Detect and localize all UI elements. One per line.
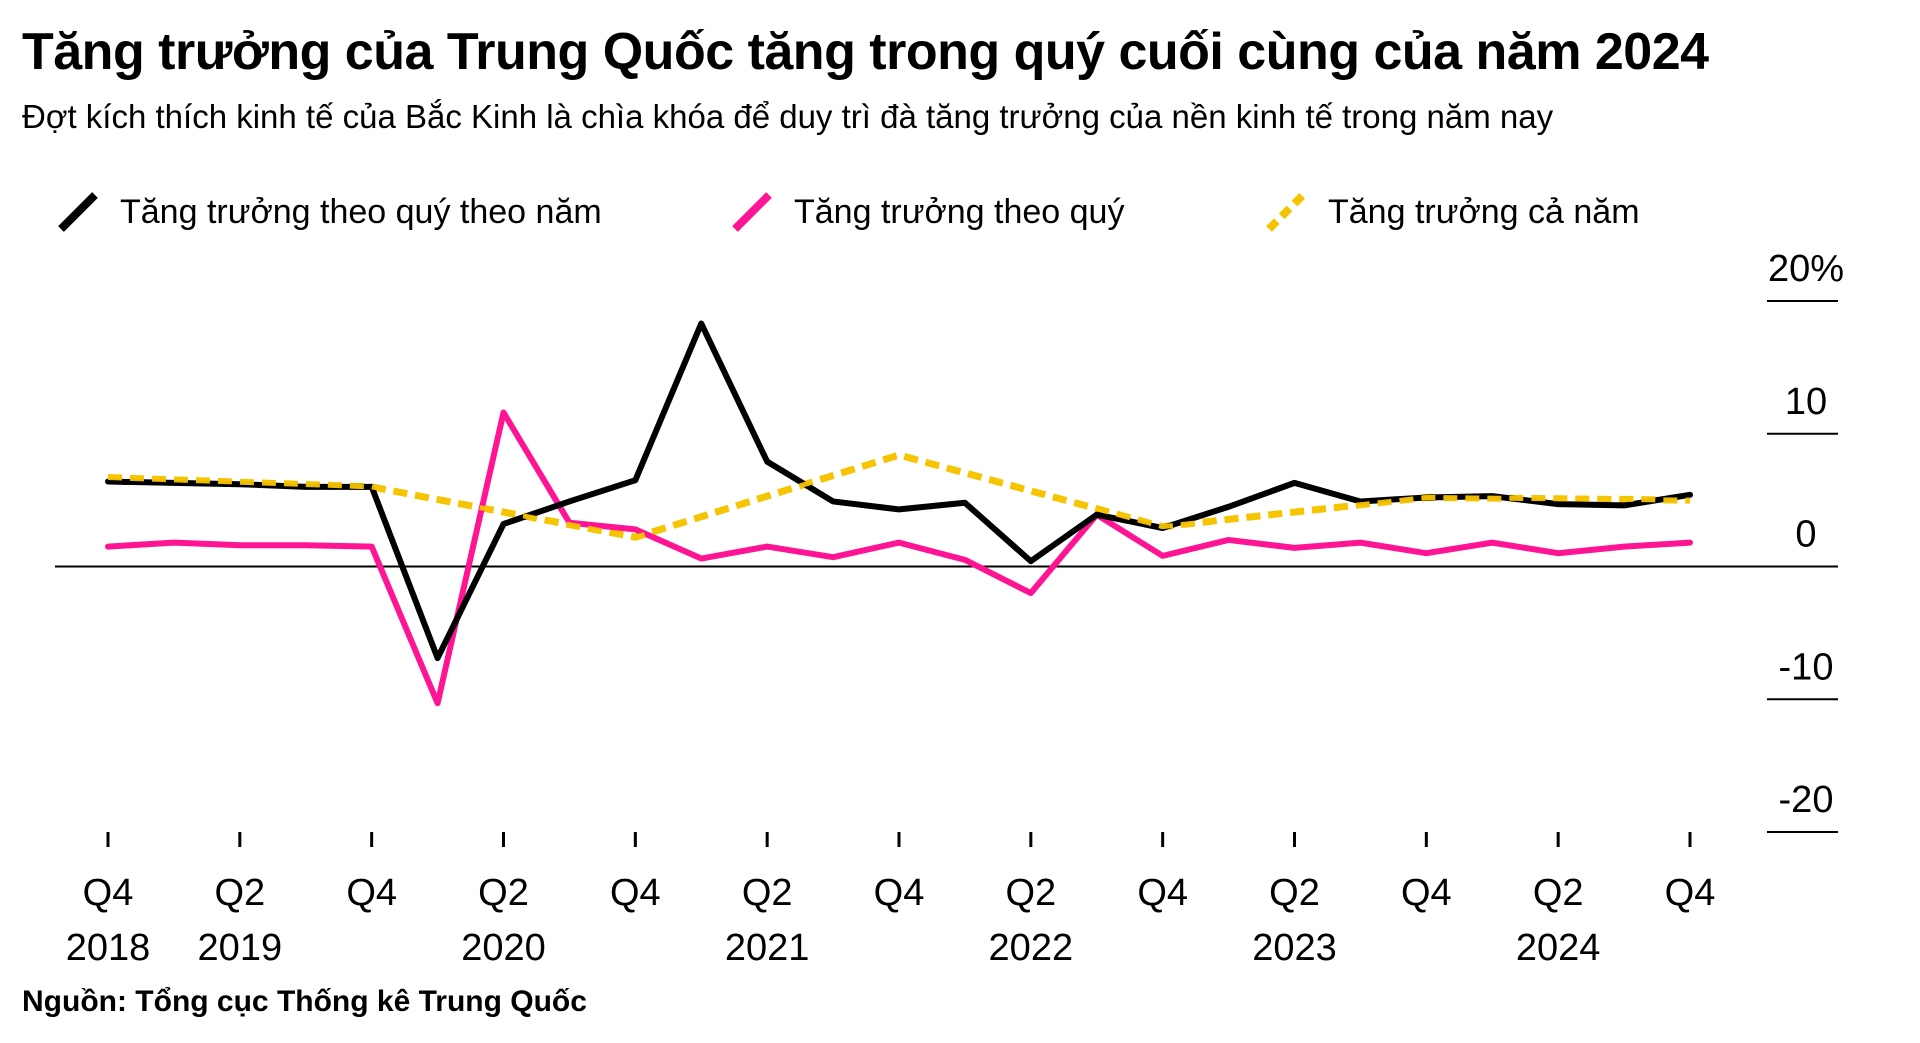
legend-swatch-qoq xyxy=(732,192,772,232)
x-tick-label-quarter: Q2 xyxy=(742,872,793,914)
legend-item-annual: Tăng trưởng cả năm xyxy=(1264,182,1640,242)
chart-title: Tăng trưởng của Trung Quốc tăng trong qu… xyxy=(22,23,1709,81)
x-tick-label-quarter: Q4 xyxy=(1137,872,1188,914)
x-tick-label-year: 2020 xyxy=(461,927,546,969)
y-tick-label: 0 xyxy=(1795,514,1816,556)
x-tick-label-quarter: Q4 xyxy=(874,872,925,914)
y-tick-label: -10 xyxy=(1779,646,1834,688)
x-tick-label-year: 2023 xyxy=(1252,927,1337,969)
x-tick-label-quarter: Q4 xyxy=(1665,872,1716,914)
series-line-qoq xyxy=(105,409,1693,707)
legend-label-qoq: Tăng trưởng theo quý xyxy=(794,192,1125,231)
x-tick-label-quarter: Q4 xyxy=(1401,872,1452,914)
x-tick-label-quarter: Q2 xyxy=(1005,872,1056,914)
x-tick-label-quarter: Q2 xyxy=(478,872,529,914)
x-tick-label-quarter: Q4 xyxy=(83,872,134,914)
x-tick-label-quarter: Q4 xyxy=(610,872,661,914)
x-tick-label-year: 2021 xyxy=(725,927,810,969)
x-tick-label-year: 2024 xyxy=(1516,927,1601,969)
chart-subtitle: Đợt kích thích kinh tế của Bắc Kinh là c… xyxy=(22,98,1554,135)
legend: Tăng trưởng theo quý theo năm Tăng trưởn… xyxy=(0,182,1920,242)
x-tick-label-year: 2019 xyxy=(198,927,283,969)
legend-swatch-annual xyxy=(1266,192,1306,232)
source-note: Nguồn: Tổng cục Thống kê Trung Quốc xyxy=(22,985,587,1018)
x-tick-label-quarter: Q4 xyxy=(346,872,397,914)
x-tick-label-quarter: Q2 xyxy=(1269,872,1320,914)
series-line-yoy xyxy=(105,320,1693,662)
legend-label-yoy: Tăng trưởng theo quý theo năm xyxy=(120,192,602,231)
legend-item-yoy: Tăng trưởng theo quý theo năm xyxy=(56,182,602,242)
x-tick-label-year: 2018 xyxy=(66,927,151,969)
y-tick-label: 20% xyxy=(1768,248,1844,290)
series-line-annual-overlay xyxy=(107,452,1691,540)
x-tick-label-quarter: Q2 xyxy=(214,872,265,914)
x-tick-label-year: 2022 xyxy=(989,927,1074,969)
x-tick-label-quarter: Q2 xyxy=(1533,872,1584,914)
y-tick-label: -20 xyxy=(1779,779,1834,821)
legend-label-annual: Tăng trưởng cả năm xyxy=(1328,192,1640,231)
y-tick-label: 10 xyxy=(1785,381,1827,423)
legend-swatch-yoy xyxy=(58,192,98,232)
legend-item-qoq: Tăng trưởng theo quý xyxy=(730,182,1124,242)
